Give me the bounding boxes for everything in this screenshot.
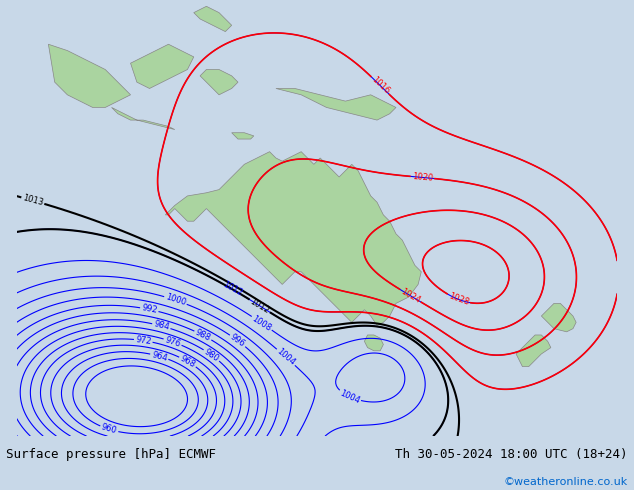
Text: Surface pressure [hPa] ECMWF: Surface pressure [hPa] ECMWF (6, 448, 216, 462)
Polygon shape (231, 133, 254, 139)
Polygon shape (165, 152, 421, 325)
Text: 1012: 1012 (249, 296, 271, 315)
Polygon shape (365, 335, 384, 351)
Polygon shape (276, 89, 396, 120)
Polygon shape (200, 70, 238, 95)
Polygon shape (516, 335, 551, 367)
Text: 964: 964 (150, 350, 168, 363)
Text: 1016: 1016 (370, 75, 391, 96)
Text: 1004: 1004 (339, 388, 361, 405)
Text: 1020: 1020 (411, 172, 433, 183)
Text: 972: 972 (135, 335, 152, 346)
Text: 992: 992 (141, 303, 158, 316)
Polygon shape (112, 107, 175, 129)
Polygon shape (541, 303, 576, 332)
Text: ©weatheronline.co.uk: ©weatheronline.co.uk (503, 477, 628, 487)
Polygon shape (131, 44, 194, 89)
Text: 1028: 1028 (447, 292, 470, 307)
Text: 1012: 1012 (221, 280, 243, 298)
Text: 1013: 1013 (22, 194, 44, 208)
Text: 976: 976 (164, 335, 182, 349)
Text: 1008: 1008 (250, 314, 273, 333)
Text: Th 30-05-2024 18:00 UTC (18+24): Th 30-05-2024 18:00 UTC (18+24) (395, 448, 628, 462)
Text: 1004: 1004 (275, 347, 297, 368)
Text: 980: 980 (202, 347, 221, 363)
Text: 988: 988 (194, 328, 212, 343)
Polygon shape (48, 44, 131, 107)
Text: 1000: 1000 (164, 293, 187, 308)
Text: 1024: 1024 (399, 287, 422, 305)
Text: 960: 960 (100, 423, 118, 436)
Text: 968: 968 (179, 354, 197, 369)
Text: 984: 984 (153, 319, 170, 332)
Polygon shape (194, 6, 231, 31)
Text: 996: 996 (229, 332, 247, 349)
